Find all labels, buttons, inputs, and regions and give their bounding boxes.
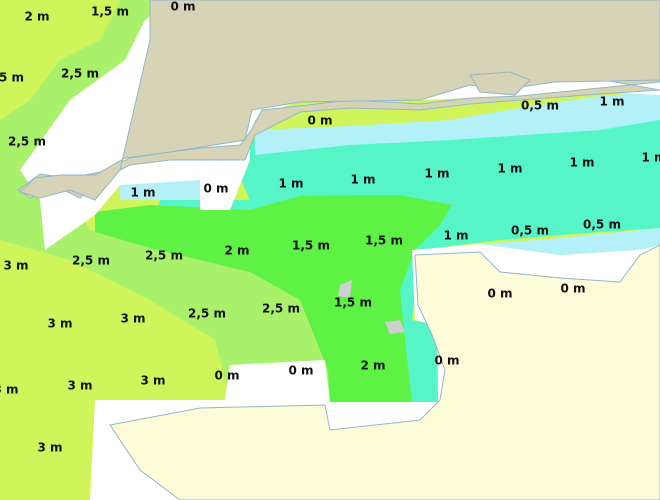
wave-height-label: 2,5 m (262, 302, 300, 316)
sea-zone-calm (255, 92, 660, 155)
wave-height-label: 1 m (424, 167, 449, 181)
wave-height-label: 1 m (569, 156, 594, 170)
land-france (109, 244, 660, 500)
wave-height-label: 0 m (307, 114, 332, 128)
wave-height-label: 0 m (288, 364, 313, 378)
wave-height-label: 1,5 m (292, 239, 330, 253)
wave-height-label: 1,5 m (365, 234, 403, 248)
wave-height-label: 2,5 m (0, 71, 24, 85)
wave-height-label: 0 m (560, 282, 585, 296)
wave-height-label: 3 m (0, 383, 19, 397)
wave-height-label: 3 m (47, 317, 72, 331)
wave-height-label: 1 m (443, 229, 468, 243)
wave-height-label: 1 m (641, 151, 660, 165)
wave-height-labels: 2 m 1,5 m 0 m 2,5 m 2,5 m 2,5 m 0 m 0,5 m 1 m 1 m… (0, 0, 660, 455)
island (385, 320, 405, 334)
wave-height-label: 1,5 m (91, 5, 129, 19)
sea-zone-moderate (95, 195, 452, 402)
wave-height-label: 1 m (278, 177, 303, 191)
island (338, 280, 352, 298)
wave-height-label: 2,5 m (8, 135, 46, 149)
wave-height-label: 2,5 m (61, 67, 99, 81)
wave-height-label: 0,5 m (511, 224, 549, 238)
wave-height-label: 0 m (434, 354, 459, 368)
wave-height-label: 0,5 m (583, 218, 621, 232)
wave-height-label: 2 m (24, 10, 49, 24)
wave-height-label: 1 m (350, 173, 375, 187)
wave-height-label: 1 m (599, 95, 624, 109)
wave-height-label: 0 m (203, 182, 228, 196)
wave-height-label: 0 m (170, 0, 195, 14)
wave-height-label: 2,5 m (145, 249, 183, 263)
wave-height-label: 3 m (37, 441, 62, 455)
wave-height-label: 2,5 m (72, 254, 110, 268)
wave-height-label: 1,5 m (334, 296, 372, 310)
wave-height-label: 2 m (224, 244, 249, 258)
wave-height-label: 3 m (140, 374, 165, 388)
wave-height-label: 0 m (487, 287, 512, 301)
wave-height-label: 2 m (360, 359, 385, 373)
wave-height-label: 0,5 m (521, 99, 559, 113)
wave-height-label: 3 m (67, 379, 92, 393)
island (469, 71, 531, 96)
wave-height-label: 3 m (3, 259, 28, 273)
wave-height-label: 1 m (130, 186, 155, 200)
land-england (19, 0, 660, 201)
wave-height-label: 0 m (214, 369, 239, 383)
wave-height-label: 1 m (497, 162, 522, 176)
wave-height-label: 2,5 m (188, 307, 226, 321)
wave-height-label: 3 m (120, 312, 145, 326)
